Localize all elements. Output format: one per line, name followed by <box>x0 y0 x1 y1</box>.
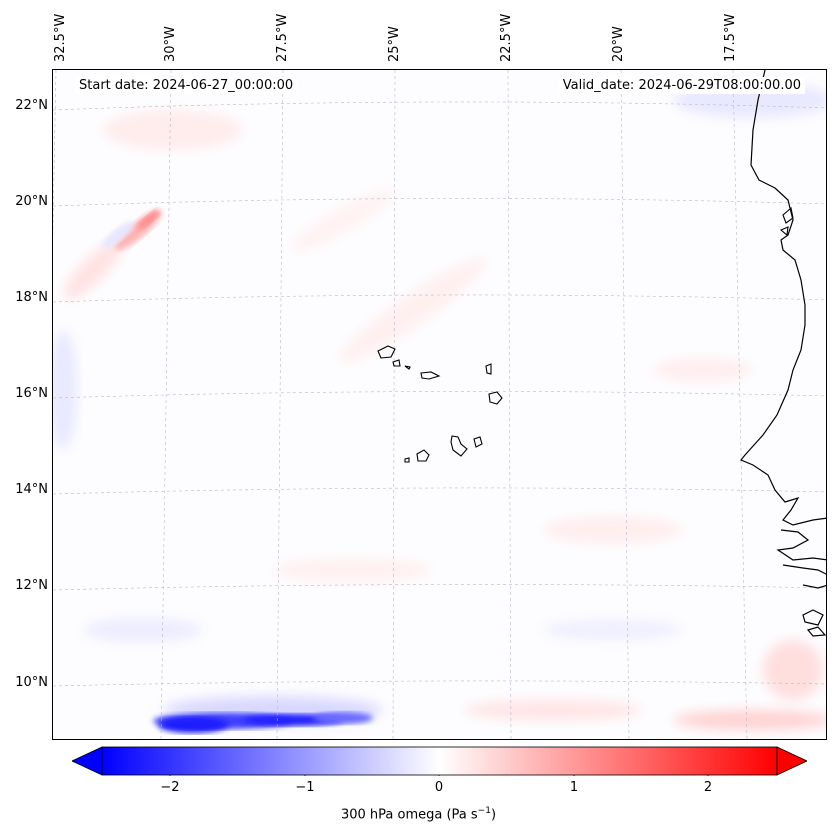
valid-date-label: Valid_date: 2024-06-29T08:00:00.00 <box>558 77 805 94</box>
cape-verde-islands <box>377 345 503 463</box>
lat-label-14n: 14°N <box>15 482 48 497</box>
lat-label-18n: 18°N <box>15 290 48 305</box>
omega-colorbar <box>72 746 807 776</box>
lon-label-27-5w: 27.5°W <box>275 13 290 62</box>
lon-label-17-5w: 17.5°W <box>723 13 738 62</box>
map-panel[interactable] <box>52 69 827 740</box>
colorbar-extend-min <box>72 746 103 776</box>
colorbar-gradient <box>101 746 778 776</box>
lat-label-10n: 10°N <box>15 675 48 690</box>
colorbar-label-text: 300 hPa omega (Pa s <box>340 807 478 823</box>
lon-label-30w: 30°W <box>163 26 178 62</box>
lat-label-22n: 22°N <box>15 98 48 113</box>
lat-label-20n: 20°N <box>15 194 48 209</box>
colorbar-tick-0: 0 <box>434 780 444 795</box>
coastline-africa <box>740 70 826 637</box>
lat-label-16n: 16°N <box>15 386 48 401</box>
start-date-label: Start date: 2024-06-27_00:00:00 <box>75 77 298 94</box>
colorbar-tick-neg2: −2 <box>160 780 180 795</box>
lon-label-25w: 25°W <box>387 26 402 62</box>
lon-label-32-5w: 32.5°W <box>53 13 68 62</box>
omega-shading <box>53 70 826 739</box>
colorbar-tick-2: 2 <box>703 780 713 795</box>
colorbar-label: 300 hPa omega (Pa s−1) <box>0 806 837 822</box>
lon-label-20w: 20°W <box>611 26 626 62</box>
colorbar-label-close: ) <box>490 807 497 823</box>
canary-islands <box>779 206 794 237</box>
lon-label-22-5w: 22.5°W <box>499 13 514 62</box>
map-gridlines <box>53 70 826 739</box>
colorbar-extend-max <box>776 746 807 776</box>
colorbar-tick-1: 1 <box>569 780 579 795</box>
lat-label-12n: 12°N <box>15 578 48 593</box>
colorbar-label-exponent: −1 <box>477 806 491 816</box>
colorbar-tick-neg1: −1 <box>295 780 315 795</box>
omega-field-map <box>53 70 826 739</box>
colorbar-tick-marks <box>169 775 709 776</box>
